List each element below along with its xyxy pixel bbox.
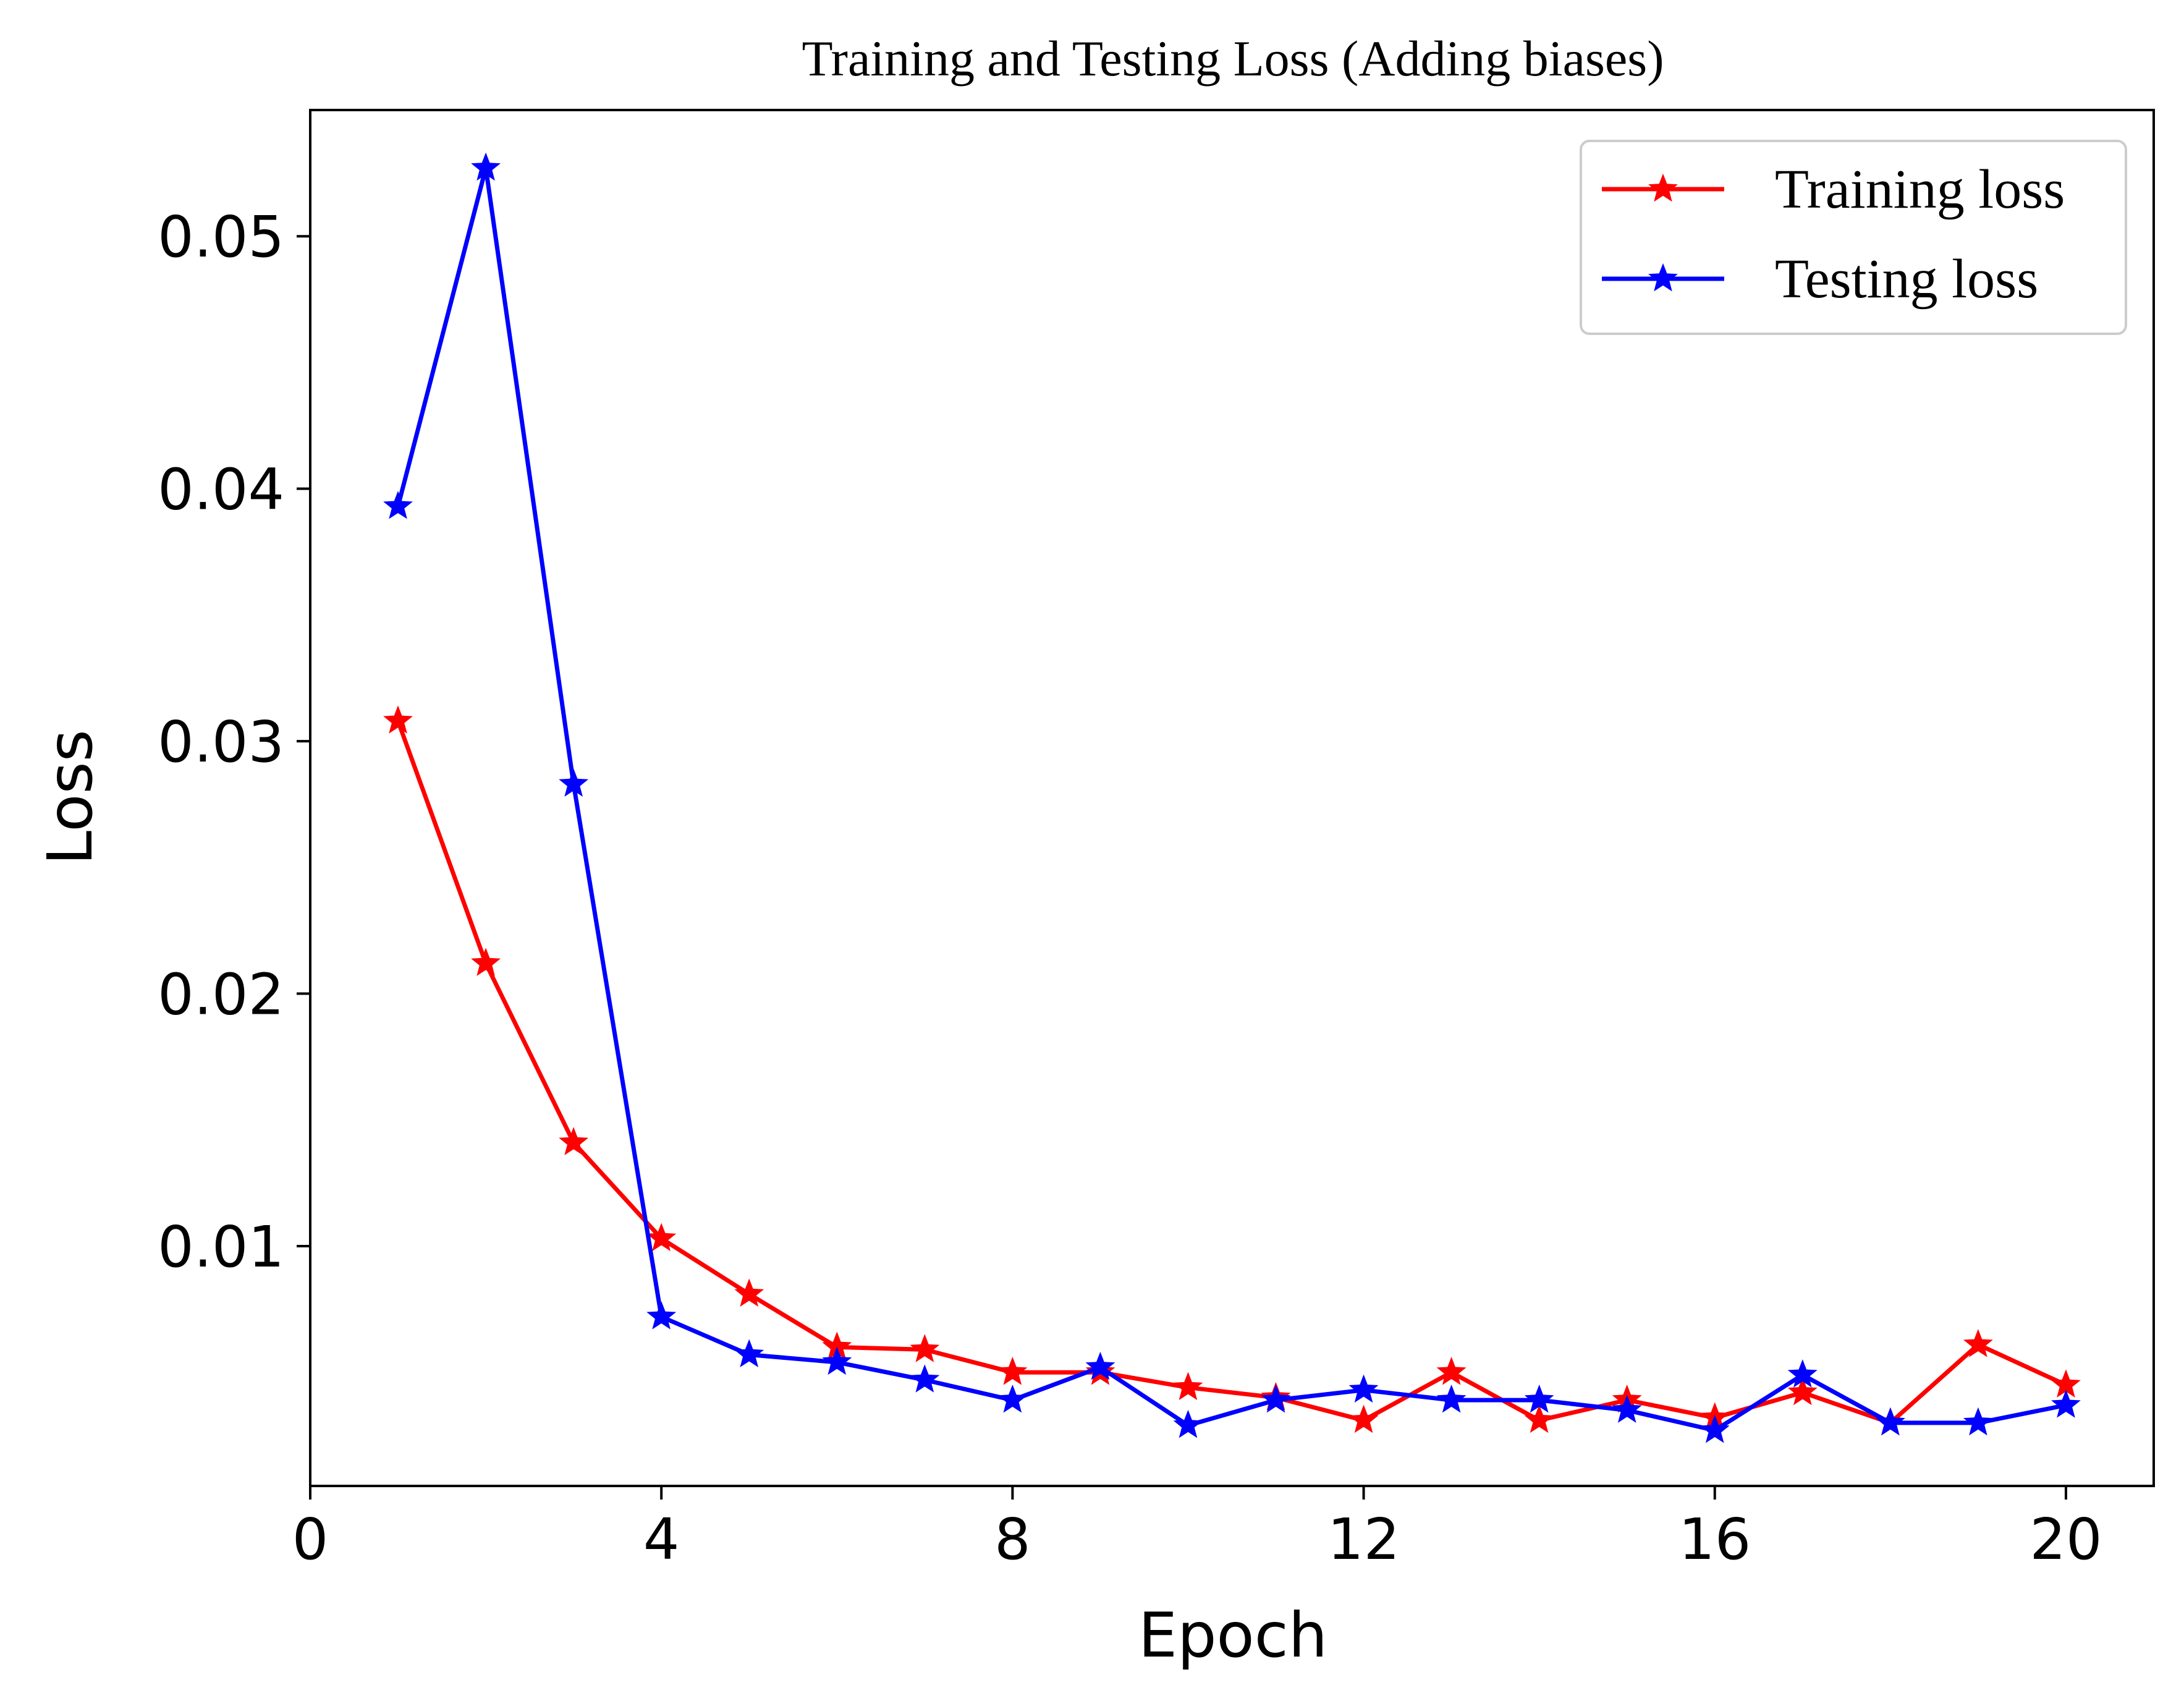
data-point (1524, 1404, 1554, 1433)
data-point (1963, 1407, 1993, 1436)
legend-swatch-marker (1648, 173, 1678, 202)
data-point (2051, 1390, 2081, 1418)
series-line-0 (396, 720, 2067, 1425)
data-point (1787, 1377, 1818, 1406)
legend-swatch-marker (1648, 263, 1678, 292)
data-point (1348, 1404, 1379, 1433)
y-tick-label: 0.02 (158, 962, 284, 1028)
data-point (1875, 1407, 1905, 1436)
y-tick-label: 0.04 (158, 457, 284, 523)
data-point (383, 705, 413, 734)
data-point (822, 1346, 852, 1375)
data-point (734, 1339, 764, 1367)
data-point (1612, 1394, 1642, 1423)
chart-title: Training and Testing Loss (Adding biases… (802, 30, 1664, 87)
data-point (1348, 1374, 1379, 1403)
legend-label: Testing loss (1775, 248, 2038, 310)
x-tick-label: 8 (994, 1506, 1031, 1572)
x-tick-label: 12 (1327, 1506, 1400, 1572)
x-tick-label: 20 (2030, 1506, 2102, 1572)
y-tick-label: 0.01 (158, 1214, 284, 1280)
y-axis-label: Loss (34, 729, 106, 865)
legend: Training loss Testing loss (1580, 140, 2127, 335)
legend-entries: Training loss Testing loss (1602, 159, 2065, 310)
x-tick-label: 0 (292, 1506, 329, 1572)
y-axis-ticks: 0.01 0.02 0.03 0.04 0.05 (158, 204, 310, 1280)
data-point (997, 1357, 1028, 1385)
data-point (1699, 1414, 1730, 1443)
data-point (471, 152, 501, 181)
data-point (559, 768, 589, 797)
legend-entry-0: Training loss (1602, 159, 2065, 220)
data-point (559, 1127, 589, 1155)
data-point (471, 948, 501, 976)
data-point (646, 1223, 677, 1252)
data-point (1436, 1384, 1467, 1413)
data-point (1085, 1351, 1115, 1380)
data-point (383, 491, 413, 519)
series-1 (383, 152, 2081, 1443)
y-tick-label: 0.05 (158, 204, 284, 270)
data-point (646, 1301, 677, 1330)
data-point (1261, 1384, 1291, 1413)
series-layer (383, 152, 2081, 1443)
legend-entry-1: Testing loss (1602, 248, 2038, 310)
data-point (1173, 1372, 1203, 1401)
plot-frame (309, 109, 2155, 1487)
legend-label: Training loss (1775, 159, 2065, 220)
x-tick-label: 16 (1678, 1506, 1751, 1572)
x-tick-label: 4 (643, 1506, 680, 1572)
data-point (1787, 1359, 1818, 1388)
series-line-1 (396, 166, 2067, 1433)
data-point (910, 1334, 940, 1362)
data-point (1436, 1357, 1467, 1385)
data-point (997, 1384, 1028, 1413)
data-point (1963, 1329, 1993, 1357)
data-point (1173, 1409, 1203, 1438)
data-point (910, 1364, 940, 1393)
x-axis-ticks: 0 4 8 12 16 20 (292, 1486, 2102, 1572)
data-point (734, 1278, 764, 1307)
data-point (1524, 1384, 1554, 1413)
x-axis-label: Epoch (1138, 1599, 1327, 1671)
y-tick-label: 0.03 (158, 709, 284, 775)
